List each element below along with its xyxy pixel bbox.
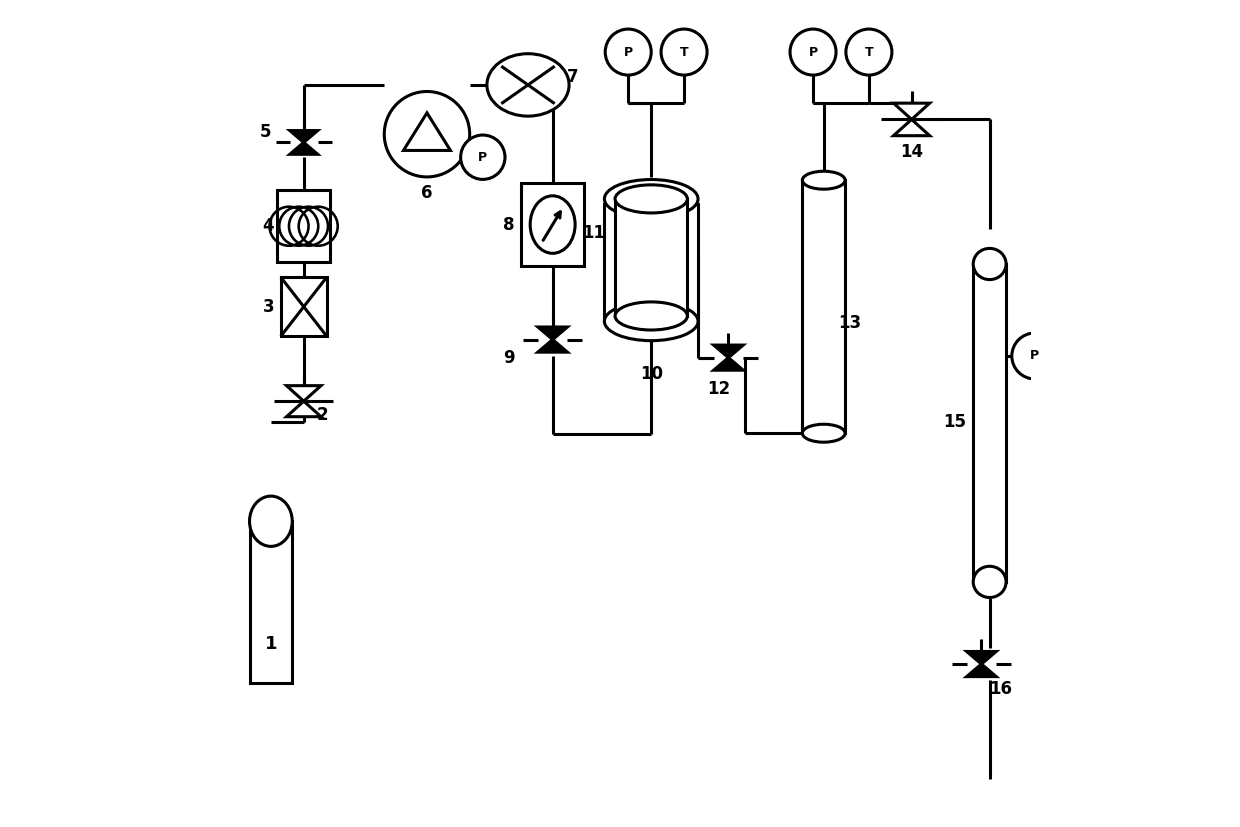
Text: 14: 14	[900, 143, 923, 161]
Polygon shape	[714, 345, 743, 357]
Text: P: P	[624, 45, 632, 59]
Circle shape	[846, 29, 892, 75]
Text: 8: 8	[503, 216, 515, 233]
Ellipse shape	[249, 496, 293, 547]
Polygon shape	[967, 652, 996, 664]
Bar	[280, 277, 327, 337]
Ellipse shape	[615, 302, 687, 330]
Ellipse shape	[802, 424, 846, 442]
Polygon shape	[894, 119, 930, 136]
Text: 13: 13	[838, 314, 862, 332]
Polygon shape	[967, 664, 996, 676]
Text: T: T	[680, 45, 688, 59]
Text: 4: 4	[263, 218, 274, 235]
Circle shape	[1012, 333, 1058, 379]
Text: T: T	[864, 45, 873, 59]
Polygon shape	[894, 103, 930, 119]
Text: 2: 2	[317, 406, 329, 424]
Text: P: P	[1030, 350, 1039, 362]
Text: P: P	[808, 45, 817, 59]
Polygon shape	[538, 327, 568, 340]
Text: 1: 1	[264, 634, 277, 653]
Text: 12: 12	[707, 380, 730, 398]
Text: 16: 16	[988, 680, 1012, 698]
Polygon shape	[290, 131, 317, 142]
Bar	[973, 264, 1006, 582]
Text: 3: 3	[263, 298, 274, 316]
Text: 6: 6	[422, 184, 433, 203]
Text: P: P	[479, 151, 487, 164]
Text: 9: 9	[503, 349, 515, 366]
Text: 5: 5	[259, 122, 270, 141]
Bar	[278, 190, 330, 262]
Ellipse shape	[487, 54, 569, 116]
Bar	[522, 184, 584, 265]
Ellipse shape	[604, 179, 698, 218]
Text: 10: 10	[640, 365, 662, 383]
Ellipse shape	[615, 185, 687, 213]
Text: 11: 11	[583, 224, 605, 241]
Polygon shape	[286, 385, 321, 401]
Polygon shape	[538, 340, 568, 352]
Circle shape	[384, 92, 470, 177]
Polygon shape	[286, 401, 321, 417]
Bar	[802, 180, 846, 433]
Polygon shape	[290, 142, 317, 155]
Circle shape	[790, 29, 836, 75]
Bar	[249, 521, 293, 682]
Ellipse shape	[802, 171, 846, 189]
Ellipse shape	[973, 566, 1006, 597]
Bar	[615, 199, 687, 316]
Bar	[604, 204, 698, 322]
Polygon shape	[714, 357, 743, 370]
Text: 15: 15	[944, 413, 967, 431]
Circle shape	[605, 29, 651, 75]
Ellipse shape	[973, 248, 1006, 280]
Circle shape	[661, 29, 707, 75]
Circle shape	[460, 135, 505, 179]
Ellipse shape	[604, 302, 698, 341]
Text: 7: 7	[567, 68, 578, 86]
